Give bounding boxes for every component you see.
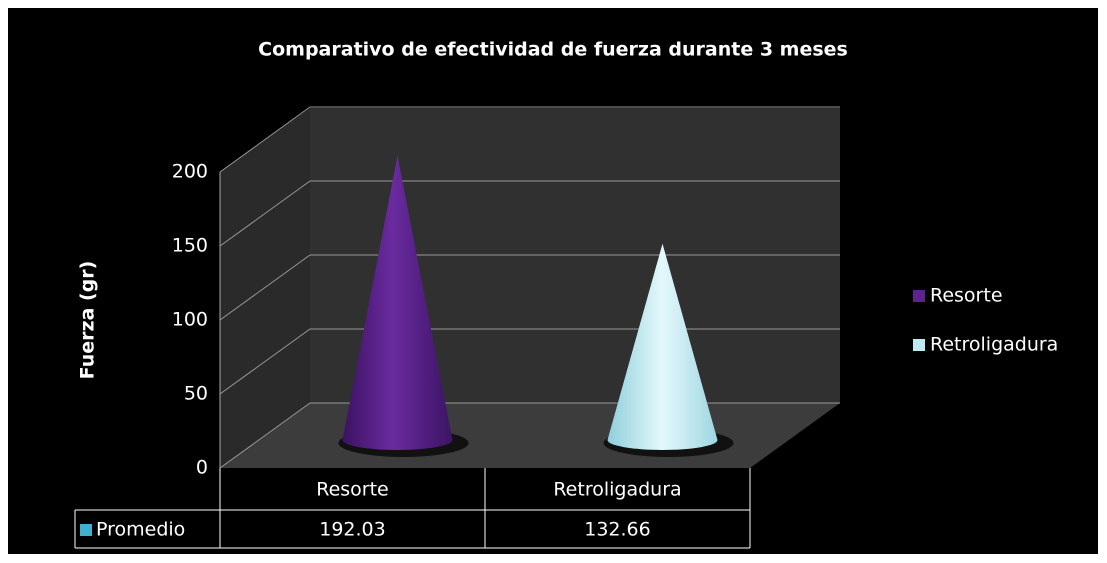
legend-label: Resorte [930, 285, 1003, 307]
grid-line [219, 254, 311, 321]
grid-line [219, 328, 311, 395]
grid-line [219, 402, 311, 469]
floor [220, 403, 840, 468]
table-legend-key [80, 524, 92, 536]
table-header: Retroligadura [553, 479, 681, 501]
legend-marker [913, 339, 925, 351]
cone [607, 243, 718, 450]
table-header: Resorte [316, 479, 389, 501]
legend-marker [913, 290, 925, 302]
y-tick-label: 100 [172, 309, 208, 331]
y-tick-label: 150 [172, 235, 208, 257]
y-tick-label: 200 [172, 161, 208, 183]
grid-line [219, 106, 311, 173]
data-table [74, 468, 751, 549]
y-tick-label: 0 [196, 457, 208, 479]
table-value: 132.66 [584, 519, 650, 541]
cone [342, 155, 453, 450]
chart-title: Comparativo de efectividad de fuerza dur… [258, 39, 848, 61]
legend-label: Retroligadura [930, 334, 1058, 356]
y-axis-label: Fuerza (gr) [77, 261, 99, 380]
table-series-name: Promedio [96, 519, 185, 541]
y-tick-label: 50 [184, 383, 208, 405]
grid-line [219, 180, 311, 247]
table-value: 192.03 [319, 519, 385, 541]
